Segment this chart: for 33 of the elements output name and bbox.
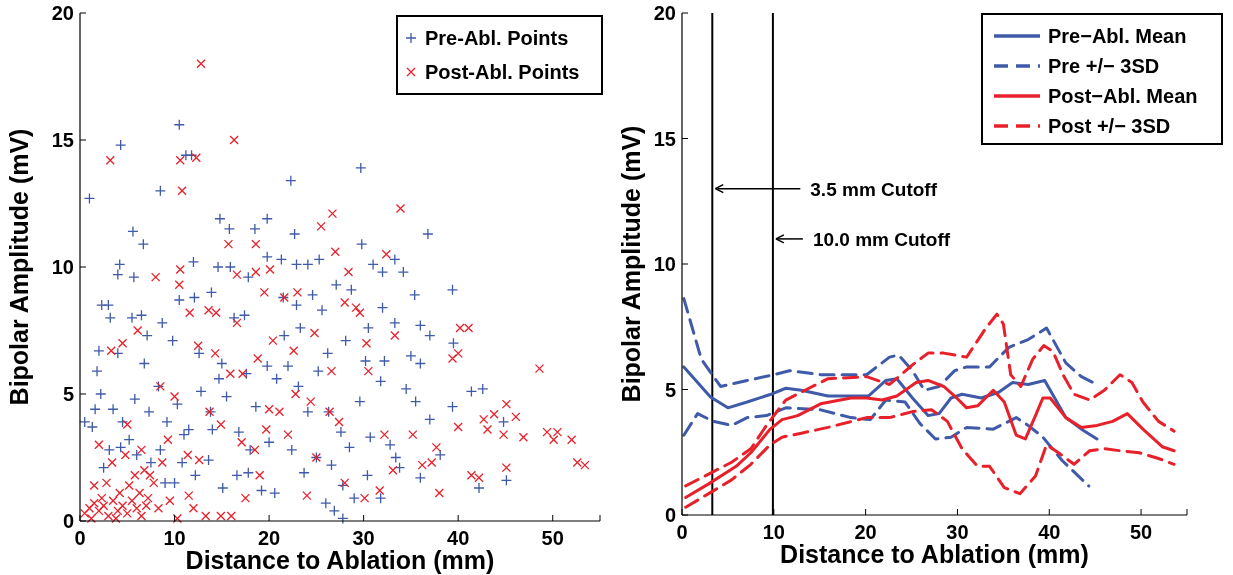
x-tick-label: 50 xyxy=(541,527,564,549)
y-tick-label: 10 xyxy=(653,253,676,275)
annotation: 10.0 mm Cutoff xyxy=(812,228,951,250)
y-tick-label: 15 xyxy=(51,129,74,151)
x-tick-label: 20 xyxy=(257,527,281,549)
y-axis-title: Bipolar Amplitude (mV) xyxy=(617,125,645,403)
legend-label: Pre-Abl. Points xyxy=(425,27,569,49)
line-series xyxy=(682,398,1091,488)
x-tick-label: 10 xyxy=(163,527,186,549)
x-axis-title: Distance to Ablation (mm) xyxy=(780,540,1089,568)
annotation: 3.5 mm Cutoff xyxy=(810,178,938,200)
x-tick-label: 30 xyxy=(946,521,969,543)
legend-label: Post−Abl. Mean xyxy=(1048,85,1198,107)
x-tick-label: 40 xyxy=(1038,521,1061,543)
x-tick-label: 10 xyxy=(762,521,785,543)
y-axis-title: Bipolar Amplitude (mV) xyxy=(5,128,33,406)
x-tick-label: 20 xyxy=(854,521,877,543)
legend-label: Post-Abl. Points xyxy=(425,61,580,83)
y-tick-label: 5 xyxy=(664,378,676,401)
x-tick-label: 50 xyxy=(1129,521,1153,543)
x-tick-label: 30 xyxy=(352,527,375,549)
y-tick-label: 5 xyxy=(62,383,74,405)
y-tick-label: 20 xyxy=(653,2,676,24)
x-axis-title: Distance to Ablation (mm) xyxy=(185,546,495,574)
line-series xyxy=(684,408,1176,509)
legend-label: Pre +/− 3SD xyxy=(1048,55,1160,77)
y-tick-label: 0 xyxy=(664,504,676,526)
x-tick-label: 40 xyxy=(447,527,470,549)
y-tick-label: 20 xyxy=(51,2,74,24)
legend-label: Pre−Abl. Mean xyxy=(1048,25,1187,47)
y-tick-label: 15 xyxy=(653,127,676,150)
y-tick-label: 10 xyxy=(51,256,74,278)
legend-label: Post +/− 3SD xyxy=(1048,115,1171,137)
